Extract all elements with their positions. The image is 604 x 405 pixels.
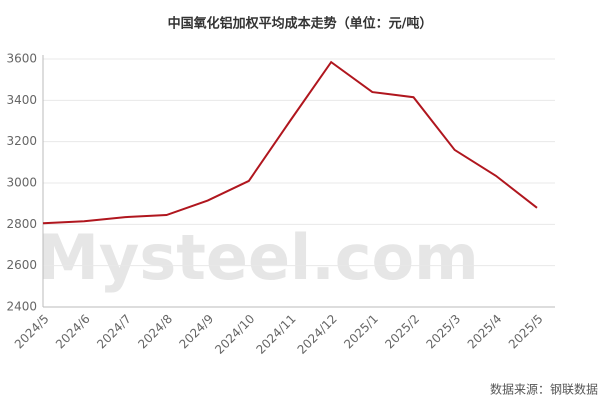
y-tick-label: 2600 bbox=[6, 258, 37, 272]
x-tick-label: 2024/9 bbox=[177, 312, 217, 352]
x-tick-label: 2025/5 bbox=[506, 312, 546, 352]
y-tick-label: 2400 bbox=[6, 300, 37, 314]
x-tick-label: 2025/2 bbox=[382, 312, 422, 352]
watermark: Mysteel.com bbox=[37, 221, 479, 294]
x-tick-label: 2025/3 bbox=[424, 312, 464, 352]
y-tick-label: 2800 bbox=[6, 217, 37, 231]
y-tick-label: 3000 bbox=[6, 176, 37, 190]
chart-title: 中国氧化铝加权平均成本走势（单位：元/吨） bbox=[168, 16, 433, 32]
source-note: 数据来源：钢联数据 bbox=[490, 382, 598, 397]
y-tick-label: 3600 bbox=[6, 52, 37, 66]
x-tick-label: 2024/12 bbox=[295, 312, 340, 357]
x-tick-label: 2024/8 bbox=[135, 312, 175, 352]
line-series bbox=[42, 60, 538, 225]
x-tick-label: 2024/11 bbox=[253, 312, 298, 357]
x-tick-label: 2025/1 bbox=[341, 312, 381, 352]
y-tick-label: 3200 bbox=[6, 134, 37, 148]
x-tick-label: 2024/5 bbox=[12, 312, 52, 352]
x-tick-label: 2025/4 bbox=[465, 312, 505, 352]
x-tick-label: 2024/7 bbox=[94, 312, 134, 352]
x-tick-label: 2024/10 bbox=[212, 312, 257, 357]
x-tick-label: 2024/6 bbox=[53, 312, 93, 352]
y-tick-label: 3400 bbox=[6, 93, 37, 107]
